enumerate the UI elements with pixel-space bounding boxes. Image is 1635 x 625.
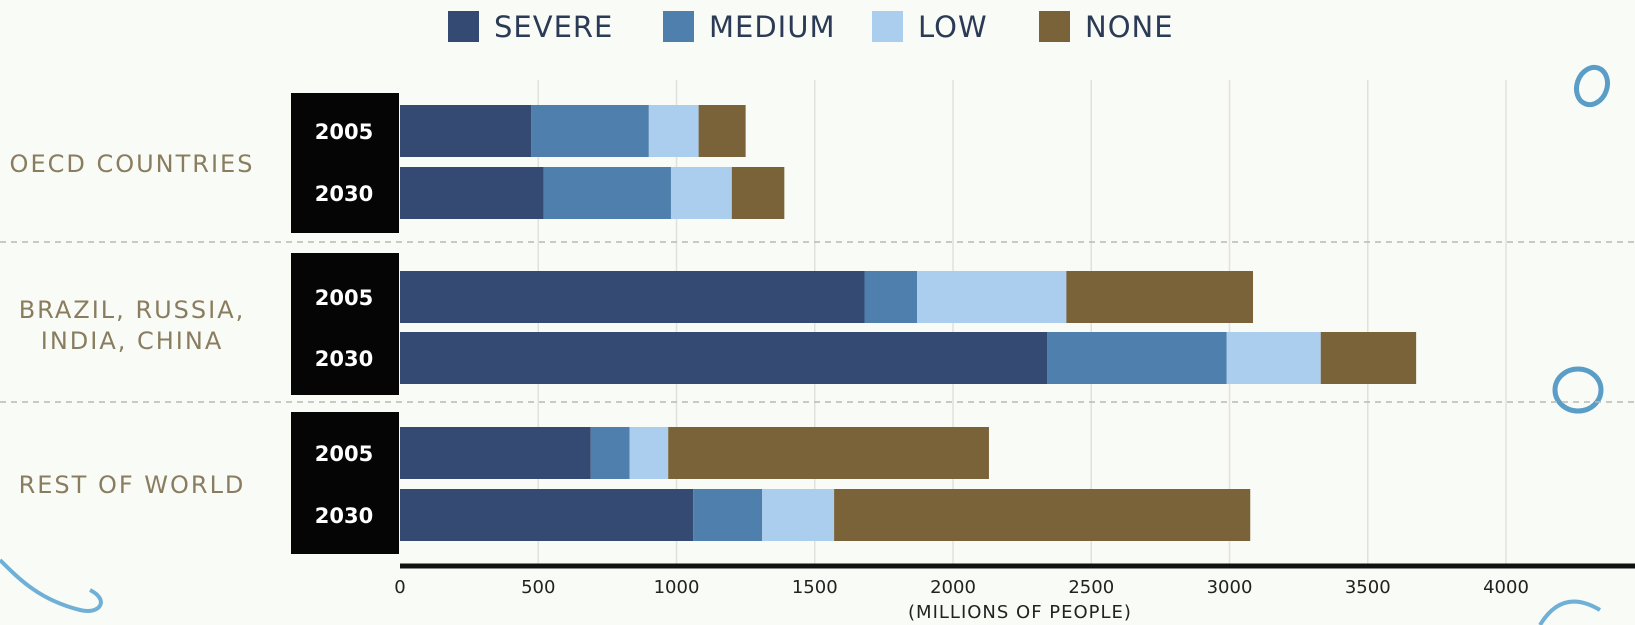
bar-segment-none — [731, 167, 785, 219]
year-label-2030: 2030 — [315, 347, 373, 371]
legend-swatch-low — [872, 11, 903, 42]
group-label: INDIA, CHINA — [41, 327, 224, 355]
legend-label-medium: MEDIUM — [709, 10, 835, 44]
bar-segment-none — [1066, 271, 1254, 323]
bar-segment-severe — [400, 271, 865, 323]
year-label-2005: 2005 — [315, 286, 373, 310]
x-axis-title: (MILLIONS OF PEOPLE) — [908, 602, 1132, 623]
water-splash-decoration — [1538, 599, 1602, 625]
year-label-2005: 2005 — [315, 120, 373, 144]
bar-segment-medium — [693, 489, 763, 541]
group-label: OECD COUNTRIES — [10, 150, 255, 178]
bar-segment-severe — [400, 489, 694, 541]
legend-label-none: NONE — [1085, 10, 1174, 44]
bar-segment-severe — [400, 332, 1048, 384]
tick-label-2500: 2500 — [1068, 577, 1114, 598]
year-label-boxes: 2005 2030 2005 2030 2005 2030 — [291, 93, 399, 554]
bar-segment-severe — [400, 167, 544, 219]
group-label: REST OF WORLD — [19, 471, 246, 499]
water-splash-decoration — [0, 558, 103, 613]
bar-segment-low — [917, 271, 1067, 323]
group-label: BRAZIL, RUSSIA, — [19, 296, 246, 324]
year-box-group-1 — [291, 93, 399, 233]
bar-segment-medium — [1047, 332, 1227, 384]
bar-segment-none — [1320, 332, 1417, 384]
water-drop-decoration — [1552, 366, 1604, 414]
legend-swatch-none — [1039, 11, 1070, 42]
legend-swatch-medium — [663, 11, 694, 42]
legend: SEVERE MEDIUM LOW NONE — [448, 10, 1174, 44]
bar-segment-none — [668, 427, 989, 479]
bar-segment-none — [834, 489, 1251, 541]
legend-swatch-severe — [448, 11, 479, 42]
x-axis-ticks: 0 500 1000 1500 2000 2500 3000 3500 4000 — [394, 577, 1529, 598]
tick-label-4000: 4000 — [1483, 577, 1529, 598]
water-drop-decoration — [1573, 64, 1611, 108]
year-label-2005: 2005 — [315, 442, 373, 466]
bar-segment-medium — [864, 271, 918, 323]
bar-segment-medium — [531, 105, 649, 157]
bar-segment-medium — [590, 427, 630, 479]
tick-label-3500: 3500 — [1345, 577, 1391, 598]
tick-label-0: 0 — [394, 577, 405, 598]
legend-label-severe: SEVERE — [494, 10, 613, 44]
legend-label-low: LOW — [918, 10, 988, 44]
bar-segment-medium — [543, 167, 671, 219]
year-box-group-2 — [291, 253, 399, 395]
tick-label-3000: 3000 — [1207, 577, 1253, 598]
tick-label-2000: 2000 — [930, 577, 976, 598]
year-label-2030: 2030 — [315, 504, 373, 528]
year-box-group-3 — [291, 412, 399, 554]
group-labels: OECD COUNTRIES BRAZIL, RUSSIA, INDIA, CHIN… — [10, 150, 255, 499]
bar-segment-low — [670, 167, 732, 219]
bars — [400, 105, 1417, 541]
bar-segment-none — [698, 105, 746, 157]
tick-label-500: 500 — [521, 577, 555, 598]
tick-label-1000: 1000 — [654, 577, 700, 598]
tick-label-1500: 1500 — [792, 577, 838, 598]
bar-segment-low — [648, 105, 699, 157]
bar-segment-severe — [400, 105, 532, 157]
year-label-2030: 2030 — [315, 182, 373, 206]
group-separators — [0, 241, 1635, 403]
decorations — [0, 64, 1611, 625]
bar-segment-low — [1226, 332, 1321, 384]
bar-segment-low — [629, 427, 669, 479]
bar-segment-low — [762, 489, 835, 541]
bar-segment-severe — [400, 427, 591, 479]
